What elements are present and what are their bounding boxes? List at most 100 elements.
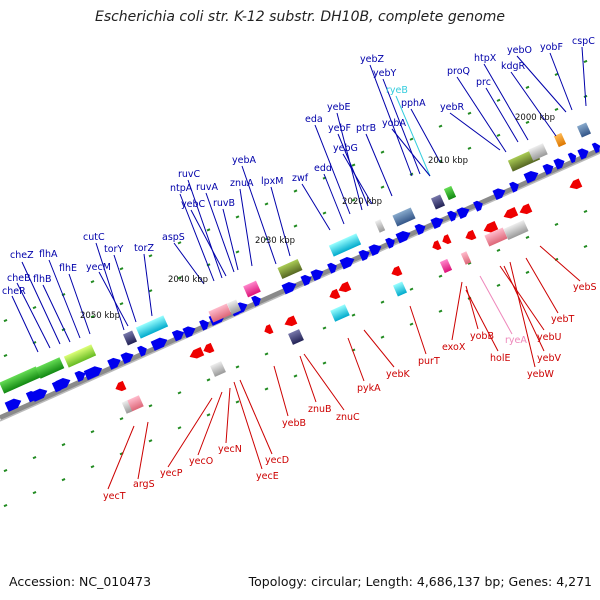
gene-label[interactable]: yebW [527, 369, 554, 380]
gene-label[interactable]: yebS [573, 282, 597, 293]
gene-label[interactable]: ptrB [356, 123, 376, 134]
tick-mark [583, 209, 588, 214]
gene-label[interactable]: yebO [507, 45, 532, 56]
gene-label[interactable]: lpxM [261, 176, 284, 187]
gene-arrow-shape [310, 269, 324, 282]
gene-label[interactable]: cspC [572, 36, 595, 47]
gene-arrow-shape [203, 342, 215, 354]
gene-label[interactable]: yebY [373, 68, 396, 79]
gene-label[interactable]: edd [314, 163, 332, 174]
gene-label[interactable]: pykA [357, 383, 381, 394]
tick-mark [525, 235, 530, 239]
leader-line [382, 78, 421, 175]
gene-label[interactable]: yebB [282, 418, 306, 429]
gene-label[interactable]: yecN [218, 444, 242, 455]
gene-label[interactable]: cheZ [10, 250, 34, 261]
gene-label[interactable]: cheB [7, 273, 31, 284]
gene-label[interactable]: cutC [83, 232, 105, 243]
gene-label[interactable]: yobB [470, 331, 494, 342]
tick-mark [148, 254, 153, 258]
gene-label[interactable]: ryeA [505, 335, 527, 346]
gene-label[interactable]: torY [104, 244, 123, 255]
gene-label[interactable]: torZ [134, 243, 154, 254]
gene-label[interactable]: exoX [442, 342, 466, 353]
gene-label[interactable]: znuC [336, 412, 360, 423]
gene-label[interactable]: znuA [230, 178, 254, 189]
tick-mark [264, 352, 269, 356]
leader-line [516, 55, 567, 113]
gene-label[interactable]: yebC [181, 199, 205, 210]
gene-label[interactable]: yebT [551, 314, 574, 325]
gene-label[interactable]: ruvA [196, 182, 219, 193]
gene-arrow-shape [503, 207, 519, 219]
gene-label[interactable]: flhB [33, 274, 52, 285]
top-gene-labels: cheR cheB cheZ flhB flhA flhE cutC yecM … [2, 36, 595, 297]
gene-label[interactable]: ruvC [178, 169, 201, 180]
leader-line [16, 282, 51, 349]
gene-label[interactable]: yebV [537, 353, 561, 364]
gene-label[interactable]: prc [476, 77, 491, 88]
gene-label[interactable]: flhA [39, 249, 58, 260]
kbp-scale-labels: 2000 kbp 2010 kbp 2020 kbp 2030 kbp 2040… [80, 113, 555, 321]
gene-label[interactable]: yebG [333, 143, 358, 154]
gene-label[interactable]: htpX [474, 53, 497, 64]
gene-label[interactable]: yecT [103, 491, 126, 502]
leader-line [483, 63, 529, 141]
tick-mark [467, 261, 472, 265]
gene-label[interactable]: yecP [160, 468, 183, 479]
gene-label[interactable]: proQ [447, 66, 470, 77]
leader-line [499, 265, 545, 331]
gene-label[interactable]: purT [418, 356, 440, 367]
gene-label[interactable]: yecM [86, 262, 111, 273]
gene-label[interactable]: argS [133, 479, 155, 490]
gene-label[interactable]: yebA [232, 155, 256, 166]
feature-box [63, 344, 97, 368]
gene-arrow-shape [83, 366, 103, 381]
gene-label[interactable]: kdgR [501, 61, 526, 72]
gene-arrow-shape [465, 229, 477, 241]
gene-label[interactable]: ryeB [386, 85, 408, 96]
feature-box [328, 233, 362, 257]
gene-label[interactable]: eda [305, 114, 323, 125]
forward-gene-arrow [567, 152, 577, 164]
gene-label[interactable]: ntpA [170, 183, 193, 194]
gene-label[interactable]: yobF [540, 42, 563, 53]
tick-mark [351, 198, 356, 202]
gene-arrow-shape [281, 282, 297, 295]
gene-label[interactable]: pphA [401, 98, 426, 109]
gene-label[interactable]: yecO [189, 456, 213, 467]
gene-label[interactable]: yebK [386, 369, 410, 380]
leader-line [549, 52, 573, 111]
feature-box [35, 357, 65, 379]
tick-mark [293, 224, 298, 228]
leader-line [369, 64, 413, 177]
gene-label[interactable]: aspS [162, 232, 185, 243]
gene-label[interactable]: yebF [328, 123, 351, 134]
leader-line [107, 425, 135, 490]
tick-mark [148, 439, 153, 443]
map-title: Escherichia coli str. K-12 substr. DH10B… [94, 9, 506, 25]
gene-label[interactable]: yecE [256, 471, 279, 482]
gene-label[interactable]: ruvB [213, 198, 235, 209]
gene-arrow-shape [327, 262, 337, 274]
gene-label[interactable]: yebR [440, 102, 464, 113]
gene-arrow-shape [74, 370, 86, 382]
forward-gene-arrow [171, 329, 185, 342]
gene-arrow-shape [523, 171, 539, 184]
gene-label[interactable]: yecD [265, 455, 289, 466]
gene-label[interactable]: yebZ [360, 54, 384, 65]
gene-label[interactable]: holE [490, 353, 510, 364]
gene-label[interactable]: zwf [292, 173, 309, 184]
gene-label[interactable]: yobA [382, 118, 406, 129]
feature-box [226, 299, 242, 315]
reverse-gene-arrow [203, 342, 215, 354]
gene-label[interactable]: flhE [59, 263, 77, 274]
tick-mark [32, 491, 37, 495]
gene-label[interactable]: yebE [327, 102, 351, 113]
gene-label[interactable]: znuB [308, 404, 332, 415]
tick-mark [119, 267, 124, 271]
gene-label[interactable]: cheR [2, 286, 26, 297]
gene-label[interactable]: yebU [537, 332, 561, 343]
bottom-gene-labels: yecT argS yecP yecO yecN yecE yecD yebB … [103, 282, 597, 502]
forward-gene-arrow [137, 345, 147, 357]
